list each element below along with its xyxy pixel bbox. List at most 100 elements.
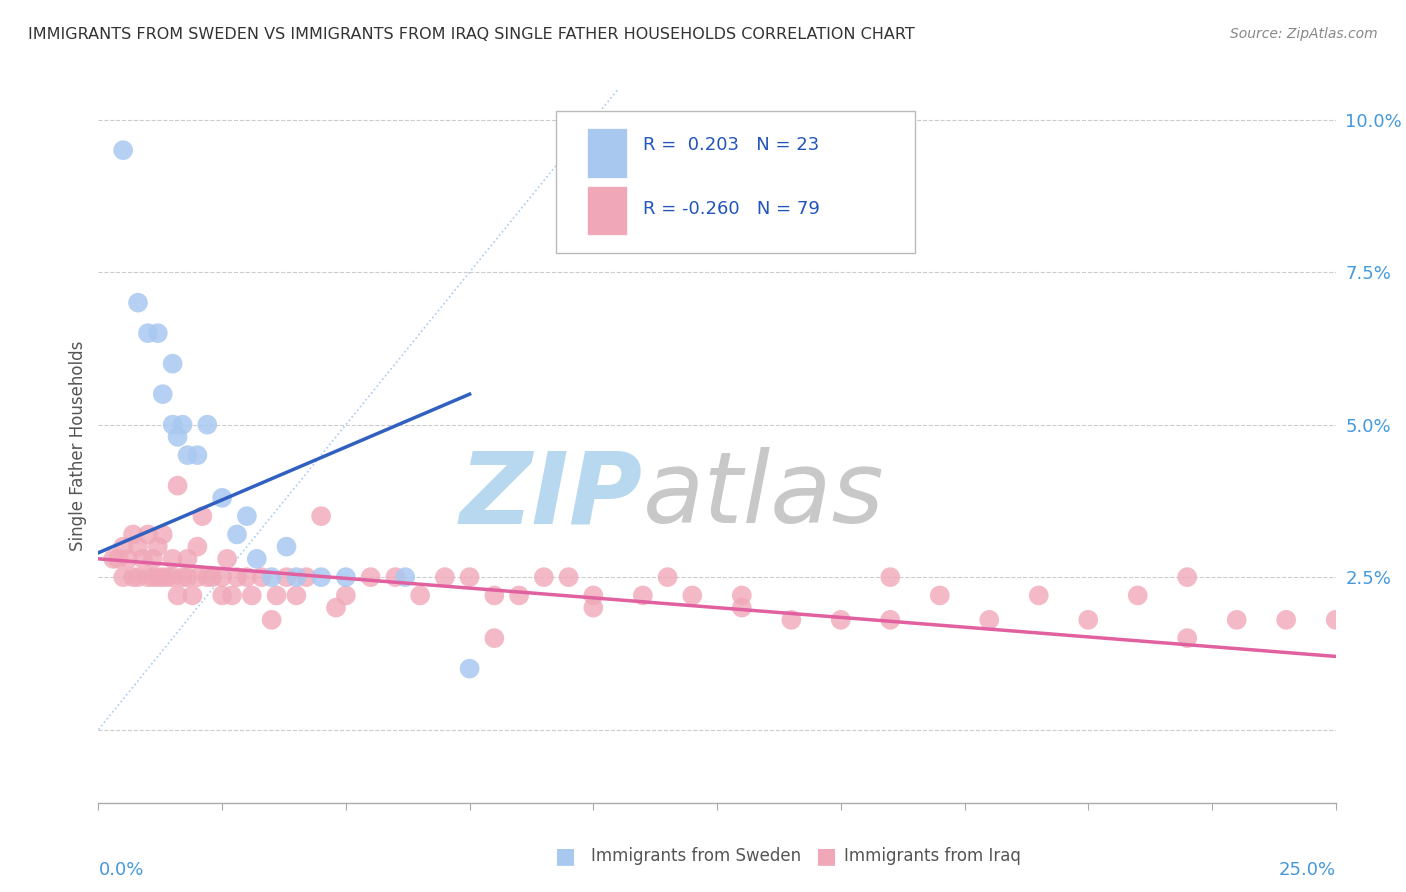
Point (146, 540, 169, 554)
Point (1175, 631, 1198, 645)
Point (221, 589, 243, 603)
Point (266, 589, 288, 603)
Point (132, 551, 155, 566)
Point (830, 613, 852, 627)
Point (211, 570, 233, 584)
Point (112, 143, 135, 157)
Point (928, 589, 950, 603)
Point (136, 527, 159, 541)
Point (127, 540, 149, 554)
Point (211, 589, 233, 603)
Point (1324, 613, 1347, 627)
Point (236, 509, 259, 524)
Point (195, 570, 218, 584)
Point (146, 326, 169, 341)
Point (657, 570, 679, 584)
Point (136, 570, 159, 584)
Point (335, 589, 357, 603)
Point (176, 448, 198, 462)
Point (152, 570, 174, 584)
Point (1028, 589, 1050, 603)
Point (176, 551, 198, 566)
Point (166, 589, 188, 603)
Point (142, 551, 165, 566)
Point (162, 551, 184, 566)
Point (276, 570, 298, 584)
Point (217, 551, 239, 566)
Point (162, 417, 184, 432)
Point (186, 448, 208, 462)
Point (508, 589, 530, 603)
Point (172, 570, 194, 584)
FancyBboxPatch shape (557, 111, 915, 253)
Point (246, 551, 269, 566)
Point (112, 540, 135, 554)
Point (226, 527, 249, 541)
Point (879, 570, 901, 584)
Point (731, 589, 754, 603)
Point (142, 570, 165, 584)
Point (409, 589, 432, 603)
Point (186, 570, 208, 584)
Point (285, 570, 308, 584)
Point (240, 589, 263, 603)
Point (122, 570, 145, 584)
Point (631, 589, 654, 603)
Point (533, 570, 555, 584)
Text: Source: ZipAtlas.com: Source: ZipAtlas.com (1230, 27, 1378, 41)
Point (162, 570, 184, 584)
Point (484, 631, 506, 645)
Point (226, 570, 249, 584)
Point (557, 570, 579, 584)
Point (136, 326, 159, 341)
Point (879, 613, 901, 627)
Point (117, 551, 139, 566)
Text: Immigrants from Iraq: Immigrants from Iraq (844, 847, 1021, 865)
Point (107, 551, 129, 566)
Point (979, 613, 1001, 627)
Point (236, 570, 259, 584)
Point (195, 417, 218, 432)
Point (211, 491, 233, 505)
Point (458, 570, 481, 584)
Point (484, 589, 506, 603)
Point (325, 600, 347, 615)
Point (122, 527, 145, 541)
Text: Immigrants from Sweden: Immigrants from Sweden (591, 847, 800, 865)
Point (295, 570, 318, 584)
Text: 25.0%: 25.0% (1278, 861, 1336, 879)
Point (309, 570, 332, 584)
Point (394, 570, 416, 584)
Point (335, 570, 357, 584)
Point (681, 589, 703, 603)
Point (458, 662, 481, 676)
Point (1175, 570, 1198, 584)
Bar (588, 128, 627, 178)
Point (1226, 613, 1249, 627)
Point (166, 478, 188, 492)
Y-axis label: Single Father Households: Single Father Households (69, 341, 87, 551)
Point (127, 570, 149, 584)
Point (156, 570, 179, 584)
Point (433, 570, 456, 584)
Point (731, 600, 754, 615)
Text: R =  0.203   N = 23: R = 0.203 N = 23 (643, 136, 820, 153)
Point (309, 509, 332, 524)
Text: ■: ■ (815, 847, 837, 866)
Text: R = -0.260   N = 79: R = -0.260 N = 79 (643, 200, 820, 218)
Point (176, 570, 198, 584)
Text: 0.0%: 0.0% (98, 861, 143, 879)
Point (191, 509, 214, 524)
Point (582, 600, 605, 615)
Point (146, 570, 169, 584)
Point (260, 570, 283, 584)
Point (1126, 589, 1149, 603)
Point (201, 570, 224, 584)
Point (582, 589, 605, 603)
Text: ZIP: ZIP (460, 448, 643, 544)
Point (152, 387, 174, 401)
Text: IMMIGRANTS FROM SWEDEN VS IMMIGRANTS FROM IRAQ SINGLE FATHER HOUSEHOLDS CORRELAT: IMMIGRANTS FROM SWEDEN VS IMMIGRANTS FRO… (28, 27, 915, 42)
Text: ■: ■ (555, 847, 576, 866)
Point (780, 613, 803, 627)
Point (1275, 613, 1298, 627)
